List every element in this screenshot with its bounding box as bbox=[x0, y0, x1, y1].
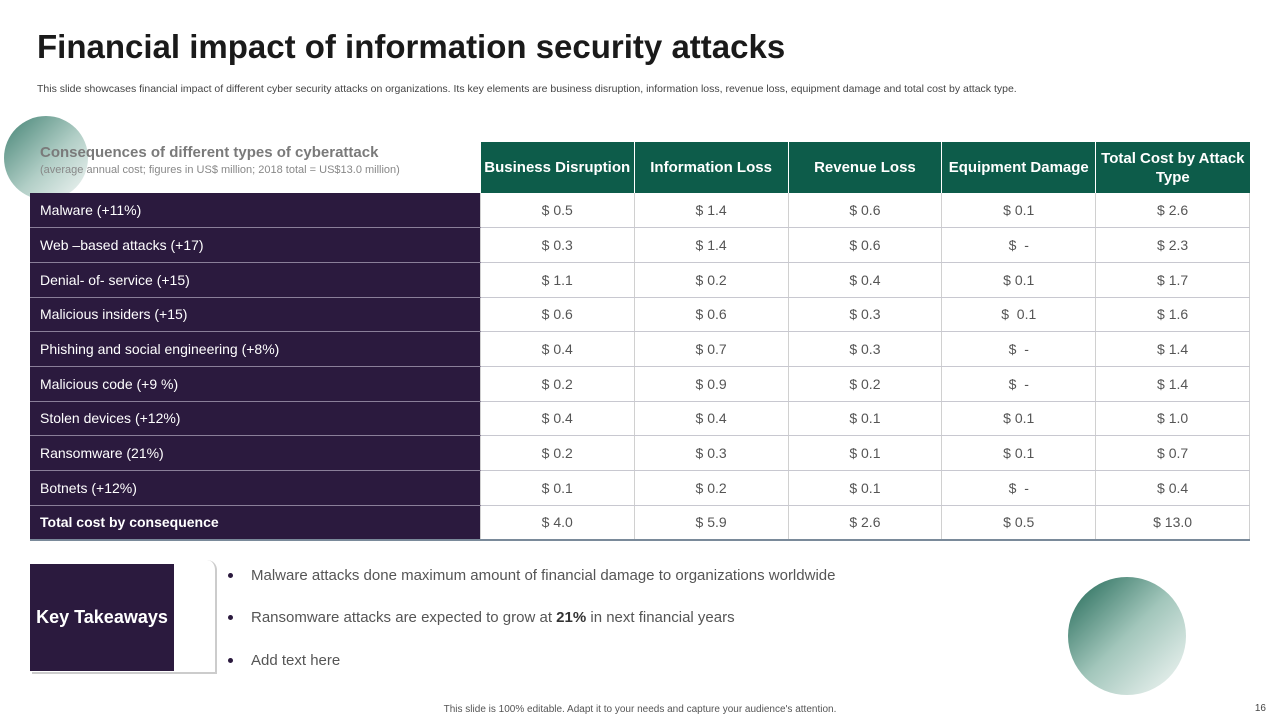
cell-value: $ 0.3 bbox=[633, 435, 789, 471]
bullet-1: Malware attacks done maximum amount of f… bbox=[228, 567, 835, 584]
decorative-circle bbox=[4, 116, 88, 200]
cell-value: $ 1.4 bbox=[1095, 366, 1250, 402]
cell-value: $ 0.1 bbox=[787, 470, 942, 506]
table-row: Botnets (+12%) $ 0.1 $ 0.2 $ 0.1 $ - $ 0.4 bbox=[30, 470, 1250, 506]
cell-value: $ 1.0 bbox=[1095, 401, 1250, 437]
bullet-text: Ransomware attacks are expected to grow … bbox=[251, 609, 735, 626]
cell-value: $ 0.2 bbox=[787, 366, 942, 402]
cell-value: $ 0.1 bbox=[787, 435, 942, 471]
slide-title: Financial impact of information security… bbox=[37, 28, 786, 65]
cell-value: $ 4.0 bbox=[479, 505, 635, 541]
cell-value: $ - bbox=[941, 470, 1096, 506]
cell-value: $ 1.4 bbox=[633, 227, 789, 263]
bullet-text: Malware attacks done maximum amount of f… bbox=[251, 567, 836, 584]
page-number: 16 bbox=[1254, 703, 1266, 714]
cell-value: $ 0.6 bbox=[787, 227, 942, 263]
cell-value: $ 0.9 bbox=[633, 366, 789, 402]
cell-value: $ 1.6 bbox=[1095, 297, 1250, 333]
table-row: Phishing and social engineering (+8%) $ 0… bbox=[30, 331, 1250, 367]
bullet-text: Add text here bbox=[251, 652, 341, 669]
table-subtitle: (average annual cost; figures in US$ mil… bbox=[40, 164, 400, 176]
cell-value: $ 0.1 bbox=[941, 193, 1096, 229]
cell-value: $ 0.5 bbox=[479, 193, 635, 229]
cell-value: $ 2.3 bbox=[1095, 227, 1250, 263]
row-label: Malicious code (+9 %) bbox=[30, 366, 481, 402]
key-takeaways-box: Key Takeaways bbox=[30, 564, 174, 671]
bullet-icon bbox=[228, 615, 233, 620]
cell-value: $ 0.6 bbox=[787, 193, 942, 229]
footer-note: This slide is 100% editable. Adapt it to… bbox=[443, 704, 837, 715]
cell-value: $ 0.3 bbox=[787, 331, 942, 367]
cell-value: $ 0.6 bbox=[633, 297, 789, 333]
cell-value: $ 0.1 bbox=[941, 435, 1096, 471]
row-label: Botnets (+12%) bbox=[30, 470, 481, 506]
cell-value: $ 13.0 bbox=[1095, 505, 1250, 541]
cell-value: $ 0.4 bbox=[479, 401, 635, 437]
cell-value: $ 1.4 bbox=[633, 193, 789, 229]
table-row: Denial- of- service (+15) $ 1.1 $ 0.2 $ 0.4… bbox=[30, 262, 1250, 298]
table-row: Stolen devices (+12%) $ 0.4 $ 0.4 $ 0.1 $ 0.… bbox=[30, 401, 1250, 437]
row-label: Stolen devices (+12%) bbox=[30, 401, 481, 437]
cell-value: $ 0.7 bbox=[1095, 435, 1250, 471]
cell-value: $ 0.1 bbox=[479, 470, 635, 506]
table-row: Web –based attacks (+17) $ 0.3 $ 1.4 $ 0.6 $… bbox=[30, 227, 1250, 263]
cell-value: $ 0.2 bbox=[633, 262, 789, 298]
column-header: Total Cost by Attack Type bbox=[1095, 142, 1250, 193]
cell-value: $ 5.9 bbox=[633, 505, 789, 541]
cell-value: $ 0.7 bbox=[633, 331, 789, 367]
table-row: Malware (+11%) $ 0.5 $ 1.4 $ 0.6 $ 0.1 $ 2.6 bbox=[30, 193, 1250, 229]
row-label: Phishing and social engineering (+8%) bbox=[30, 331, 481, 367]
cell-value: $ 0.1 bbox=[941, 401, 1096, 437]
table-row: Malicious code (+9 %) $ 0.2 $ 0.9 $ 0.2 $ - $… bbox=[30, 366, 1250, 402]
cell-value: $ 0.3 bbox=[479, 227, 635, 263]
row-label: Ransomware (21%) bbox=[30, 435, 481, 471]
cell-value: $ 0.2 bbox=[479, 366, 635, 402]
cell-value: $ 1.4 bbox=[1095, 331, 1250, 367]
cell-value: $ - bbox=[941, 366, 1096, 402]
cell-value: $ - bbox=[941, 331, 1096, 367]
table-row: Total cost by consequence $ 4.0 $ 5.9 $ 2.6… bbox=[30, 505, 1250, 541]
cell-value: $ 0.4 bbox=[633, 401, 789, 437]
column-header: Information Loss bbox=[633, 142, 789, 193]
bullet-icon bbox=[228, 573, 233, 578]
cell-value: $ 2.6 bbox=[1095, 193, 1250, 229]
cell-value: $ 1.7 bbox=[1095, 262, 1250, 298]
cell-value: $ 0.2 bbox=[479, 435, 635, 471]
table-title: Consequences of different types of cyber… bbox=[40, 144, 379, 161]
cell-value: $ 0.1 bbox=[941, 262, 1096, 298]
takeaways-frame bbox=[32, 560, 217, 674]
cost-table: Business Disruption Information Loss Reven… bbox=[30, 142, 1250, 541]
row-label: Denial- of- service (+15) bbox=[30, 262, 481, 298]
cell-value: $ 0.4 bbox=[1095, 470, 1250, 506]
cell-value: $ 0.1 bbox=[787, 401, 942, 437]
table-row: Ransomware (21%) $ 0.2 $ 0.3 $ 0.1 $ 0.1 $ 0.… bbox=[30, 435, 1250, 471]
row-label: Total cost by consequence bbox=[30, 505, 481, 541]
cell-value: $ 1.1 bbox=[479, 262, 635, 298]
table-row: Malicious insiders (+15) $ 0.6 $ 0.6 $ 0.3 $… bbox=[30, 297, 1250, 333]
decorative-circle bbox=[1068, 577, 1186, 695]
cell-value: $ 2.6 bbox=[787, 505, 942, 541]
column-header: Equipment Damage bbox=[941, 142, 1096, 193]
row-label: Malicious insiders (+15) bbox=[30, 297, 481, 333]
cell-value: $ 0.4 bbox=[479, 331, 635, 367]
cell-value: $ 0.4 bbox=[787, 262, 942, 298]
bullet-icon bbox=[228, 658, 233, 663]
cell-value: $ 0.3 bbox=[787, 297, 942, 333]
row-label: Web –based attacks (+17) bbox=[30, 227, 481, 263]
column-header: Revenue Loss bbox=[787, 142, 942, 193]
table-heading: Consequences of different types of cyber… bbox=[40, 144, 480, 176]
cell-value: $ 0.6 bbox=[479, 297, 635, 333]
row-label: Malware (+11%) bbox=[30, 193, 481, 229]
column-header: Business Disruption bbox=[479, 142, 635, 193]
cell-value: $ 0.5 bbox=[941, 505, 1096, 541]
cell-value: $ - bbox=[941, 227, 1096, 263]
bullet-3: Add text here bbox=[228, 652, 340, 669]
cell-value: $ 0.1 bbox=[941, 297, 1096, 333]
cell-value: $ 0.2 bbox=[633, 470, 789, 506]
bullet-2: Ransomware attacks are expected to grow … bbox=[228, 609, 735, 626]
slide-subtitle: This slide showcases financial impact of… bbox=[37, 83, 1017, 95]
